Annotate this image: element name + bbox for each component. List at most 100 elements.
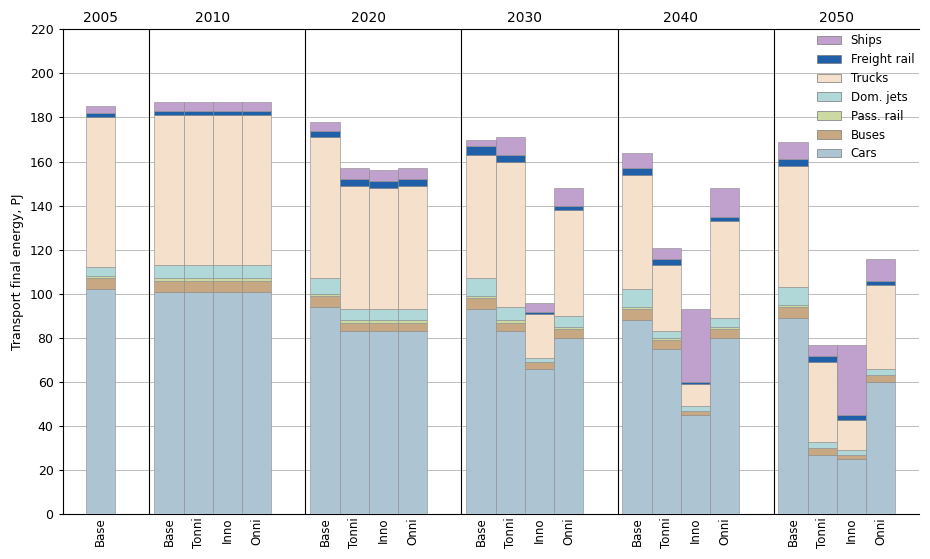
Bar xyxy=(554,210,583,316)
Bar xyxy=(837,459,866,514)
Bar xyxy=(807,448,837,455)
Bar xyxy=(866,281,896,285)
Bar xyxy=(398,320,427,323)
Bar xyxy=(652,349,681,514)
Bar xyxy=(154,281,183,292)
Bar xyxy=(154,115,183,265)
Bar xyxy=(866,285,896,369)
Bar xyxy=(837,455,866,459)
Bar xyxy=(398,323,427,331)
Bar xyxy=(711,329,739,338)
Bar xyxy=(711,217,739,221)
Bar xyxy=(242,111,272,115)
Bar xyxy=(369,320,398,323)
Bar xyxy=(183,278,213,281)
Bar xyxy=(622,290,652,307)
Bar xyxy=(778,142,807,159)
Bar xyxy=(554,316,583,327)
Bar xyxy=(242,281,272,292)
Bar xyxy=(525,369,554,514)
Bar xyxy=(242,115,272,265)
Bar xyxy=(681,382,711,384)
Bar xyxy=(711,318,739,327)
Bar xyxy=(398,186,427,309)
Y-axis label: Transport final energy, PJ: Transport final energy, PJ xyxy=(11,193,24,350)
Bar xyxy=(183,111,213,115)
Bar xyxy=(525,362,554,369)
Bar xyxy=(622,168,652,175)
Bar xyxy=(652,248,681,259)
Bar xyxy=(213,265,242,278)
Bar xyxy=(311,138,339,278)
Bar xyxy=(398,179,427,186)
Bar xyxy=(711,221,739,318)
Bar xyxy=(213,102,242,111)
Bar xyxy=(496,138,525,155)
Bar xyxy=(242,292,272,514)
Bar xyxy=(554,188,583,206)
Bar xyxy=(866,376,896,382)
Bar xyxy=(369,170,398,182)
Bar xyxy=(86,113,115,117)
Bar xyxy=(496,162,525,307)
Bar xyxy=(339,168,369,179)
Bar xyxy=(369,323,398,331)
Bar xyxy=(622,309,652,320)
Bar xyxy=(554,329,583,338)
Bar xyxy=(339,323,369,331)
Bar xyxy=(183,292,213,514)
Bar xyxy=(339,309,369,320)
Bar xyxy=(778,159,807,166)
Bar xyxy=(837,344,866,415)
Bar xyxy=(778,287,807,305)
Bar xyxy=(213,111,242,115)
Bar xyxy=(496,320,525,323)
Bar xyxy=(86,290,115,514)
Legend: Ships, Freight rail, Trucks, Dom. jets, Pass. rail, Buses, Cars: Ships, Freight rail, Trucks, Dom. jets, … xyxy=(813,29,919,165)
Bar xyxy=(466,296,496,299)
Bar xyxy=(398,331,427,514)
Bar xyxy=(496,307,525,320)
Bar xyxy=(778,318,807,514)
Bar xyxy=(525,314,554,358)
Bar xyxy=(183,265,213,278)
Bar xyxy=(778,305,807,307)
Bar xyxy=(466,146,496,155)
Bar xyxy=(496,155,525,162)
Bar xyxy=(807,362,837,442)
Bar xyxy=(681,406,711,411)
Bar xyxy=(183,281,213,292)
Bar xyxy=(622,175,652,290)
Bar xyxy=(242,102,272,111)
Bar xyxy=(681,384,711,406)
Bar xyxy=(242,265,272,278)
Bar xyxy=(554,327,583,329)
Bar xyxy=(466,309,496,514)
Bar xyxy=(807,442,837,448)
Bar xyxy=(86,278,115,290)
Bar xyxy=(311,294,339,296)
Bar xyxy=(339,186,369,309)
Bar xyxy=(622,307,652,309)
Bar xyxy=(681,415,711,514)
Bar xyxy=(652,331,681,338)
Bar xyxy=(339,179,369,186)
Bar xyxy=(466,278,496,296)
Bar xyxy=(837,415,866,420)
Bar xyxy=(369,331,398,514)
Bar xyxy=(154,265,183,278)
Bar xyxy=(183,115,213,265)
Bar xyxy=(311,296,339,307)
Bar xyxy=(711,338,739,514)
Bar xyxy=(398,168,427,179)
Bar xyxy=(213,292,242,514)
Bar xyxy=(339,320,369,323)
Bar xyxy=(622,320,652,514)
Bar xyxy=(369,188,398,309)
Bar xyxy=(837,420,866,451)
Bar xyxy=(466,299,496,309)
Bar xyxy=(554,338,583,514)
Bar xyxy=(398,309,427,320)
Bar xyxy=(652,259,681,265)
Bar xyxy=(807,344,837,356)
